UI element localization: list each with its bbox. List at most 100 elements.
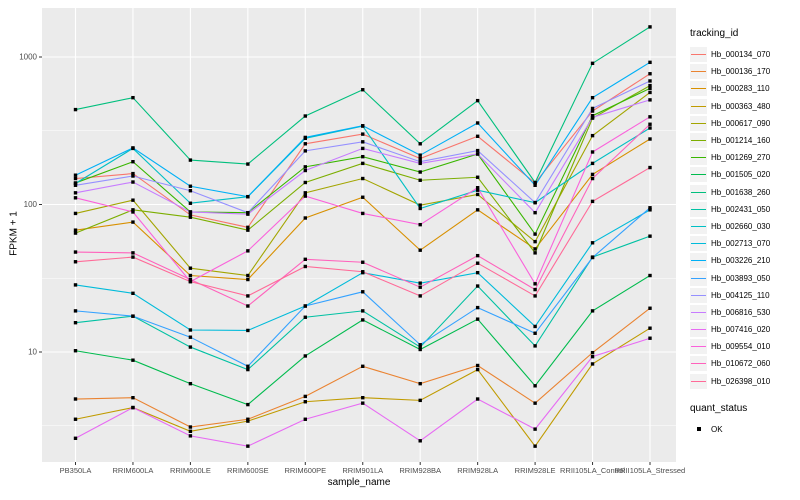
data-point bbox=[648, 208, 652, 212]
data-point bbox=[131, 395, 135, 400]
legend-item: Hb_000283_110 bbox=[690, 80, 798, 97]
data-point bbox=[590, 95, 595, 100]
data-point bbox=[246, 194, 250, 199]
legend-item-label: Hb_001638_260 bbox=[711, 187, 771, 197]
data-point bbox=[361, 88, 365, 92]
legend-item: Hb_010672_060 bbox=[690, 355, 798, 372]
x-tick-label: RRIM928LE bbox=[515, 466, 556, 475]
legend-item: Hb_001638_260 bbox=[690, 184, 798, 201]
legend-item-label: Hb_000283_110 bbox=[711, 84, 770, 94]
data-point bbox=[303, 142, 307, 146]
data-point bbox=[533, 427, 537, 431]
legend-item-label: Hb_003226_210 bbox=[711, 256, 771, 266]
legend-key-line-icon bbox=[691, 140, 706, 142]
legend-item: Hb_002660_030 bbox=[690, 218, 798, 235]
data-point bbox=[73, 250, 78, 254]
legend-item-label: Hb_026398_010 bbox=[711, 376, 771, 386]
data-point bbox=[475, 134, 480, 138]
data-point bbox=[533, 331, 537, 335]
data-point bbox=[361, 395, 365, 400]
data-point bbox=[73, 228, 78, 232]
data-point bbox=[303, 191, 307, 195]
data-point bbox=[648, 234, 652, 238]
legend-key-line-icon bbox=[691, 105, 706, 107]
legend-item: Hb_000134_070 bbox=[690, 46, 798, 63]
x-tick-label: RRIM600LA bbox=[113, 466, 154, 475]
legend-item: Hb_001505_020 bbox=[690, 166, 798, 183]
legend-key bbox=[690, 304, 707, 320]
legend-item-label: Hb_007416_020 bbox=[711, 325, 771, 335]
legend-key-line-icon bbox=[691, 88, 706, 90]
data-point bbox=[648, 336, 652, 340]
x-axis-title: sample_name bbox=[327, 477, 391, 488]
data-point bbox=[648, 60, 652, 65]
data-point bbox=[533, 232, 537, 236]
data-point bbox=[188, 429, 193, 433]
data-point bbox=[246, 419, 250, 423]
legend-key-line-icon bbox=[691, 346, 706, 348]
data-point bbox=[73, 181, 78, 186]
legend-key-line-icon bbox=[691, 260, 706, 262]
data-point bbox=[590, 354, 595, 359]
data-point bbox=[188, 273, 193, 278]
legend-key-line-icon bbox=[691, 208, 706, 210]
data-point bbox=[648, 86, 652, 91]
legend-key bbox=[690, 287, 707, 303]
data-point bbox=[303, 194, 307, 198]
data-point bbox=[590, 150, 595, 154]
legend-tracking-items: Hb_000134_070 Hb_000136_170 Hb_000283_110 H… bbox=[690, 46, 798, 390]
data-point bbox=[590, 109, 595, 113]
x-tick-label: RRII105LA_Control bbox=[560, 466, 625, 475]
data-point bbox=[303, 264, 307, 269]
legend-key-line-icon bbox=[691, 380, 706, 382]
data-point bbox=[188, 158, 193, 162]
legend-key-line-icon bbox=[691, 174, 706, 176]
data-point bbox=[590, 350, 595, 355]
data-point bbox=[418, 248, 422, 252]
legend-key bbox=[690, 81, 707, 97]
data-point bbox=[303, 180, 307, 185]
y-tick-label: 10 bbox=[28, 348, 37, 357]
data-point bbox=[361, 260, 365, 264]
legend-key-line-icon bbox=[691, 329, 706, 331]
legend-item: Hb_000363_480 bbox=[690, 98, 798, 115]
data-point bbox=[590, 133, 595, 138]
data-point bbox=[131, 255, 135, 259]
legend-key bbox=[690, 98, 707, 114]
legend-key bbox=[690, 218, 707, 234]
data-point bbox=[303, 315, 307, 319]
data-point bbox=[361, 154, 365, 159]
data-point bbox=[475, 270, 480, 275]
data-point bbox=[361, 290, 365, 294]
data-point bbox=[188, 381, 193, 386]
data-point bbox=[73, 191, 78, 195]
legend-item-label: Hb_006816_530 bbox=[711, 307, 771, 317]
black-square-point-icon bbox=[696, 427, 701, 432]
legend-key-line-icon bbox=[691, 243, 706, 245]
data-point bbox=[131, 210, 135, 214]
data-point bbox=[188, 189, 193, 193]
data-point bbox=[648, 72, 652, 76]
data-point bbox=[131, 291, 135, 296]
data-point bbox=[131, 251, 135, 255]
data-point bbox=[590, 172, 595, 177]
data-point bbox=[73, 176, 78, 181]
data-point bbox=[418, 161, 422, 166]
data-point bbox=[418, 294, 422, 298]
legend-item: Hb_009554_010 bbox=[690, 338, 798, 355]
data-point bbox=[246, 277, 250, 282]
data-point bbox=[131, 180, 135, 184]
data-point bbox=[246, 364, 250, 368]
data-point bbox=[648, 98, 652, 102]
data-point bbox=[361, 140, 365, 144]
data-point bbox=[475, 305, 480, 310]
data-point bbox=[475, 148, 480, 153]
data-point bbox=[418, 281, 422, 285]
legend-item-label: Hb_002713_070 bbox=[711, 239, 771, 249]
data-point bbox=[475, 261, 480, 265]
data-point bbox=[533, 239, 537, 244]
data-point bbox=[533, 247, 537, 251]
legend-item-label: Hb_001269_270 bbox=[711, 153, 771, 163]
data-point bbox=[188, 266, 193, 270]
